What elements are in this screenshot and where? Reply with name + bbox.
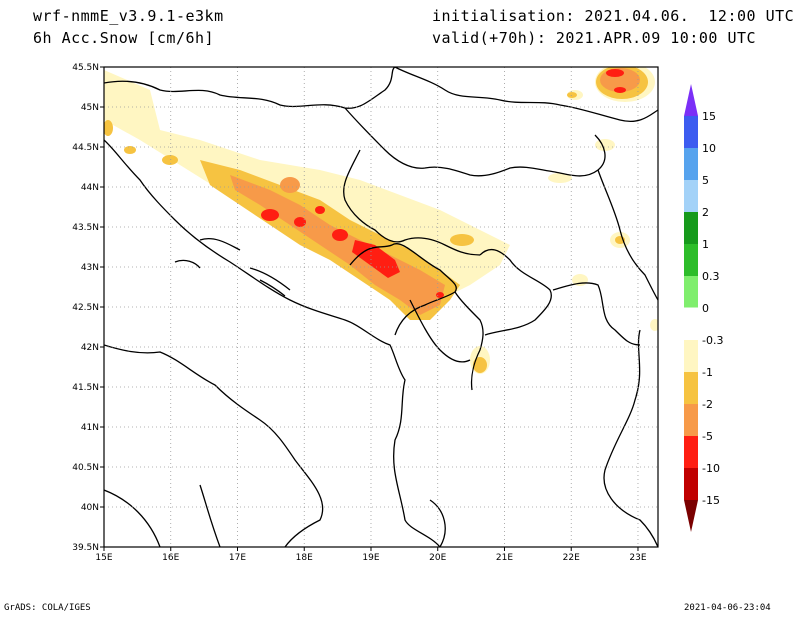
lat-tick-label: 44.5N <box>72 143 99 153</box>
colorbar-segment <box>684 180 698 212</box>
colorbar-segment <box>684 436 698 468</box>
colorbar-segment <box>684 468 698 500</box>
valid-time: valid(+70h): 2021.APR.09 10:00 UTC <box>432 29 757 47</box>
colorbar-label: -10 <box>702 462 720 475</box>
coastlines-borders <box>104 67 658 547</box>
lon-tick-label: 19E <box>362 553 379 563</box>
colorbar-segment <box>684 372 698 404</box>
lat-tick-label: 40N <box>81 503 99 513</box>
colorbar-segment <box>683 307 699 341</box>
colorbar-segment <box>684 340 698 372</box>
colorbar-segment <box>684 276 698 308</box>
colorbar: 15 10 5 2 1 0.3 0 -0.3 -1 -2 -5 -10 -15 <box>683 84 723 532</box>
colorbar-label: -0.3 <box>702 334 723 347</box>
colorbar-label: 10 <box>702 142 716 155</box>
lat-tick-label: 43.5N <box>72 223 99 233</box>
colorbar-label: 0.3 <box>702 270 720 283</box>
colorbar-label: -1 <box>702 366 713 379</box>
colorbar-segment <box>684 244 698 276</box>
colorbar-top-arrow <box>684 84 698 116</box>
lon-tick-label: 15E <box>95 553 112 563</box>
lat-tick-label: 42N <box>81 343 99 353</box>
lon-tick-label: 23E <box>629 553 646 563</box>
colorbar-label: -5 <box>702 430 713 443</box>
colorbar-label: 1 <box>702 238 709 251</box>
colorbar-segment <box>684 116 698 148</box>
lat-tick-label: 39.5N <box>72 543 99 553</box>
lon-tick-label: 22E <box>563 553 580 563</box>
colorbar-segment <box>684 212 698 244</box>
lat-tick-label: 40.5N <box>72 463 99 473</box>
lon-tick-label: 21E <box>496 553 513 563</box>
lon-tick-label: 17E <box>229 553 246 563</box>
variable-title: 6h Acc.Snow [cm/6h] <box>33 29 215 47</box>
colorbar-segment <box>684 404 698 436</box>
grads-credit: GrADS: COLA/IGES <box>4 603 91 613</box>
colorbar-segment <box>684 148 698 180</box>
colorbar-bottom-arrow <box>684 500 698 532</box>
lat-tick-label: 44N <box>81 183 99 193</box>
init-time: initialisation: 2021.04.06. 12:00 UTC <box>432 7 795 25</box>
colorbar-label: 0 <box>702 302 709 315</box>
lat-tick-label: 41.5N <box>72 383 99 393</box>
lat-tick-label: 45N <box>81 103 99 113</box>
lon-tick-label: 16E <box>162 553 179 563</box>
colorbar-label: 15 <box>702 110 716 123</box>
colorbar-label: -15 <box>702 494 720 507</box>
lat-lon-grid <box>104 67 658 547</box>
lat-tick-label: 42.5N <box>72 303 99 313</box>
render-timestamp: 2021-04-06-23:04 <box>684 603 771 613</box>
lat-tick-label: 43N <box>81 263 99 273</box>
lat-tick-label: 41N <box>81 423 99 433</box>
lon-tick-label: 18E <box>296 553 313 563</box>
model-title: wrf-nmmE_v3.9.1-e3km <box>33 7 224 25</box>
lat-tick-label: 45.5N <box>72 63 99 73</box>
colorbar-label: 5 <box>702 174 709 187</box>
colorbar-label: -2 <box>702 398 713 411</box>
axis-ticks: 15E 16E 17E 18E 19E 20E 21E 22E 23E 45.5N 45N 44.5N… <box>72 63 647 563</box>
colorbar-label: 2 <box>702 206 709 219</box>
lon-tick-label: 20E <box>429 553 446 563</box>
